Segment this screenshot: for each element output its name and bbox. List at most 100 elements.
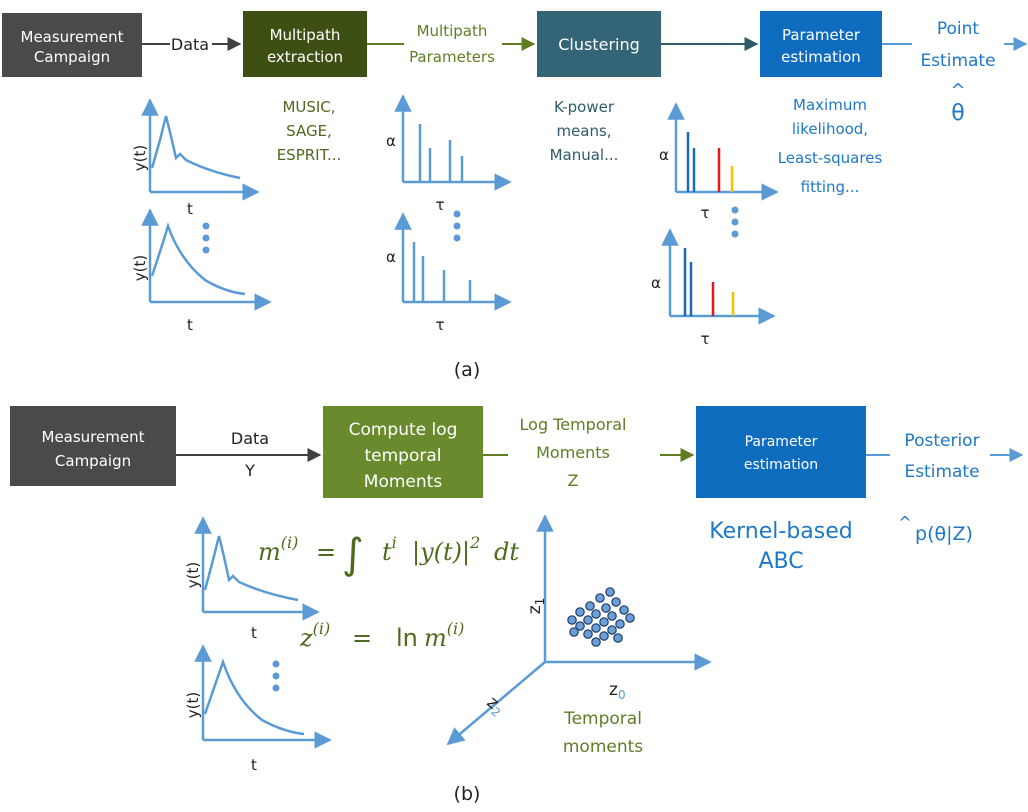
eq-term: m — [258, 538, 281, 566]
moment-scatter-cluster — [567, 587, 635, 647]
method-line: Least-squares — [778, 149, 883, 167]
ellipsis-dots — [731, 206, 739, 238]
method-line: MUSIC, — [282, 98, 335, 116]
eq-term: 2 — [469, 533, 480, 552]
axis-label-t: t — [251, 624, 257, 642]
panel-a: Measurement Campaign Multipath extractio… — [2, 11, 1028, 381]
axis-label-tau: τ — [435, 196, 444, 214]
box-measurement-campaign-a: Measurement Campaign — [2, 13, 142, 77]
axis-label-tau: τ — [435, 316, 444, 334]
axis-label-y: y(t) — [131, 145, 149, 171]
posterior-formula: p(θ|Z) — [915, 523, 973, 545]
box-label-line: estimation — [781, 48, 861, 66]
flow-label-log-moments: Log Temporal — [520, 415, 627, 434]
svg-text:|y(t)|2: |y(t)|2 — [412, 533, 480, 567]
method-line: K-power — [554, 98, 615, 116]
delay-profile-plot: α τ — [386, 94, 512, 214]
flow-label-data: Data — [171, 35, 209, 54]
eq-term: = — [316, 538, 336, 566]
eq-term: dt — [494, 538, 519, 566]
axis-label-tau: τ — [700, 330, 709, 348]
flow-label-log-moments: Z — [568, 471, 579, 490]
eq-term: ∫ — [342, 529, 364, 578]
box-label-line: estimation — [744, 457, 818, 473]
flow-label-posterior-estimate: Estimate — [904, 462, 979, 482]
svg-text:z(i): z(i) — [299, 619, 330, 652]
box-label-line: Campaign — [55, 452, 131, 470]
ellipsis-dots — [202, 222, 210, 254]
box-label-line: extraction — [267, 48, 343, 66]
method-line: SAGE, — [286, 122, 332, 140]
ellipsis-dots — [453, 210, 461, 242]
box-clustering: Clustering — [537, 11, 661, 77]
eq-term: (i) — [447, 619, 465, 638]
delay-profile-plot: α τ — [386, 212, 512, 334]
method-line: likelihood, — [792, 120, 868, 138]
log-moment-equation: z(i) = ln m(i) — [299, 619, 464, 652]
theta-hat-symbol: θ — [951, 101, 964, 126]
flow-label-posterior-estimate: Posterior — [904, 431, 979, 451]
method-line: Maximum — [793, 96, 867, 114]
flow-label-data: Y — [244, 461, 255, 480]
flow-label-point-estimate: Estimate — [920, 51, 995, 71]
axis-label-alpha: α — [659, 146, 669, 164]
box-label-line: Measurement — [21, 28, 124, 46]
box-measurement-campaign-b: Measurement Campaign — [10, 406, 176, 486]
axis-label-t: t — [187, 200, 193, 218]
svg-text:m(i): m(i) — [424, 619, 464, 652]
eq-term: (i) — [313, 619, 331, 638]
box-label-line: Compute log — [349, 420, 458, 440]
method-line: fitting... — [801, 178, 860, 196]
method-line: Manual... — [550, 146, 619, 164]
moment-equation: m(i) = ∫ ti |y(t)|2 dt — [258, 529, 519, 578]
impulse-response-plot: y(t) t — [184, 644, 332, 774]
clustered-delay-profile-plot: α τ — [651, 228, 776, 348]
impulse-response-plot: y(t) t — [131, 208, 272, 334]
kernel-abc-label: ABC — [758, 549, 803, 574]
flow-label-log-moments: Moments — [536, 443, 610, 462]
axis-label-y: y(t) — [184, 692, 202, 718]
eq-term: i — [392, 533, 397, 552]
axis-label-alpha: α — [386, 132, 396, 150]
panel-b: Measurement Campaign Compute log tempora… — [10, 406, 1024, 805]
flow-label-multipath-parameters: Multipath — [417, 22, 488, 40]
flow-label-data: Data — [231, 429, 269, 448]
box-label-line: Multipath — [270, 26, 341, 44]
theta-hat-mark: ^ — [950, 80, 965, 101]
box-compute-log-temporal-moments: Compute log temporal Moments — [323, 406, 483, 498]
box-parameter-estimation-a: Parameter estimation — [760, 11, 882, 77]
impulse-response-plot: y(t) t — [184, 516, 320, 642]
axis-label-y: y(t) — [131, 255, 149, 281]
method-line: means, — [556, 122, 611, 140]
axis-label-y: y(t) — [184, 562, 202, 588]
eq-term: = — [352, 624, 372, 652]
box-label-line: temporal — [364, 446, 441, 466]
svg-text:m(i): m(i) — [258, 533, 298, 566]
box-label-line: Measurement — [42, 428, 145, 446]
box-parameter-estimation-b: Parameter estimation — [696, 406, 866, 498]
kernel-abc-label: Kernel-based — [709, 519, 852, 544]
flow-label-multipath-parameters: Parameters — [409, 48, 495, 66]
eq-term: z — [299, 624, 313, 652]
clustered-delay-profile-plot: α τ — [659, 102, 779, 222]
moment-space-axes: z1 z0 z2 Temporal moments — [446, 514, 712, 757]
eq-term: |y(t)| — [412, 538, 470, 567]
box-label-line: Campaign — [34, 48, 110, 66]
temporal-moments-label: moments — [563, 737, 643, 757]
axis-label-tau: τ — [700, 204, 709, 222]
methods-extraction: MUSIC, SAGE, ESPRIT... — [277, 98, 342, 164]
eq-term: (i) — [281, 533, 299, 552]
ellipsis-dots — [272, 660, 280, 692]
methods-estimation: Maximum likelihood, Least-squares fittin… — [778, 96, 883, 196]
panel-label-b: (b) — [454, 783, 481, 805]
panel-label-a: (a) — [454, 359, 480, 381]
method-line: ESPRIT... — [277, 146, 342, 164]
box-label-line: Parameter — [745, 434, 818, 450]
eq-term: ln — [396, 624, 418, 652]
box-multipath-extraction: Multipath extraction — [243, 11, 367, 77]
impulse-response-plot: y(t) t — [131, 98, 260, 218]
temporal-moments-label: Temporal — [563, 709, 642, 729]
eq-term: t — [382, 538, 392, 566]
axis-label-alpha: α — [386, 248, 396, 266]
